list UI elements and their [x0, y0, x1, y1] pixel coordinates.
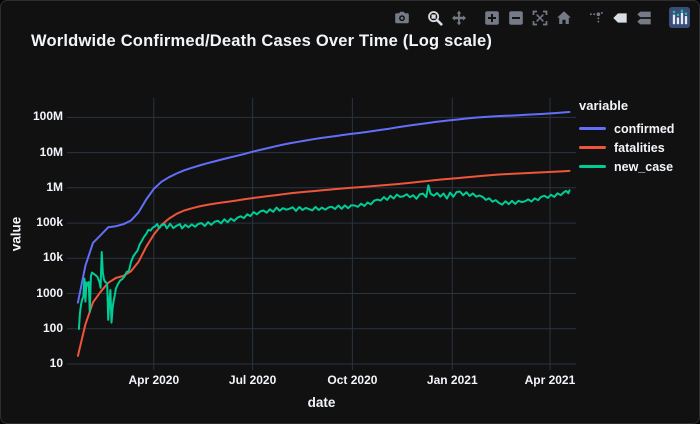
y-tick-label: 100	[42, 320, 63, 335]
confirmed-line-swatch	[579, 127, 606, 130]
hover-closest-icon	[613, 12, 627, 23]
zoom-out-icon	[509, 10, 523, 25]
zoom-out-button[interactable]	[504, 7, 528, 29]
zoom-button[interactable]	[423, 7, 447, 29]
x-tick-label: Oct 2020	[327, 373, 378, 387]
fatalities-line-swatch	[579, 146, 606, 149]
plotly-modebar	[381, 4, 694, 31]
legend-title: variable	[579, 98, 629, 113]
legend-item-confirmed[interactable]: confirmed	[579, 119, 674, 138]
y-tick-label: 10k	[42, 250, 63, 265]
y-tick-label: 10	[49, 356, 63, 370]
new-case-line-swatch	[579, 165, 606, 168]
legend: variable confirmed fatalities new_case	[579, 98, 674, 176]
toggle-spikelines-button[interactable]	[585, 7, 608, 28]
y-tick-label: 10M	[39, 144, 63, 159]
hover-compare-button[interactable]	[632, 7, 656, 29]
autoscale-icon	[532, 10, 548, 25]
x-tick-label: Jul 2020	[228, 373, 277, 387]
autoscale-button[interactable]	[528, 7, 552, 29]
pan-button[interactable]	[447, 7, 471, 29]
zoom-in-button[interactable]	[480, 7, 504, 29]
hover-compare-icon	[637, 11, 651, 24]
plotly-logo-button[interactable]	[665, 4, 694, 31]
y-tick-label: 100M	[32, 109, 63, 124]
x-tick-label: Apr 2020	[128, 373, 180, 387]
reset-axes-home-icon	[557, 10, 571, 24]
x-tick-label: Jan 2021	[426, 373, 478, 387]
legend-item-fatalities[interactable]: fatalities	[579, 138, 674, 157]
chart-title: Worldwide Confirmed/Death Cases Over Tim…	[31, 32, 493, 50]
y-tick-label: 1M	[46, 179, 63, 194]
pan-icon	[452, 10, 466, 25]
plotly-logo-icon	[669, 7, 690, 28]
hover-closest-button[interactable]	[608, 7, 632, 29]
zoom-icon	[428, 10, 443, 26]
legend-item-new-case[interactable]: new_case	[579, 157, 674, 176]
camera-icon	[395, 11, 409, 23]
download-plot-button[interactable]	[390, 7, 414, 29]
reset-axes-button[interactable]	[552, 7, 576, 29]
x-axis-title: date	[307, 395, 336, 410]
x-tick-label: Apr 2021	[524, 373, 576, 387]
y-tick-label: 1000	[36, 285, 63, 300]
y-tick-label: 100k	[36, 215, 63, 230]
toggle-spikelines-icon	[589, 11, 603, 23]
y-axis-title: value	[8, 216, 24, 252]
zoom-in-icon	[485, 10, 499, 25]
